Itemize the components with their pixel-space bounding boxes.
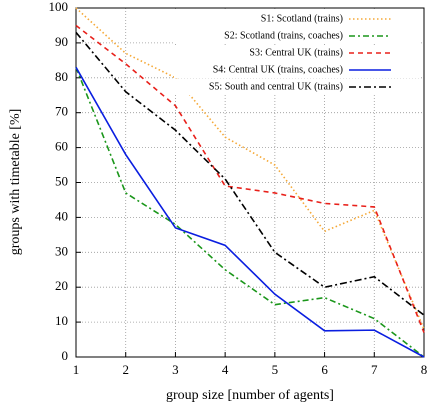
y-tick-label: 70: [55, 104, 68, 119]
legend-label: S4: Central UK (trains, coaches): [213, 64, 343, 75]
legend-label: S2: Scotland (trains, coaches): [224, 30, 343, 41]
y-tick-label: 0: [62, 348, 69, 363]
y-tick-label: 80: [55, 69, 68, 84]
y-tick-label: 10: [55, 313, 68, 328]
y-tick-label: 100: [49, 0, 69, 14]
y-tick-label: 20: [55, 278, 68, 293]
x-tick-label: 3: [172, 362, 179, 377]
series-line: [75, 67, 425, 358]
y-tick-label: 50: [55, 173, 68, 188]
legend-bg: [174, 28, 419, 44]
x-tick-label: 7: [371, 362, 378, 377]
y-tick-label: 30: [55, 243, 68, 258]
x-tick-label: 1: [73, 362, 80, 377]
x-axis-label: group size [number of agents]: [166, 388, 334, 403]
series-line: [75, 66, 425, 358]
y-tick-label: 60: [55, 139, 68, 154]
series-line: [75, 7, 425, 330]
legend-bg: [174, 45, 419, 61]
x-tick-label: 2: [122, 362, 129, 377]
legend-label: S1: Scotland (trains): [261, 13, 343, 24]
legend-label: S3: Central UK (trains): [249, 47, 343, 58]
x-tick-label: 8: [421, 362, 428, 377]
x-tick-label: 5: [272, 362, 279, 377]
legend-bg: [174, 11, 419, 27]
x-tick-label: 4: [222, 362, 229, 377]
plot-frame: [75, 7, 425, 358]
series-line: [75, 31, 425, 316]
series-line: [75, 24, 425, 333]
legend-bg: [174, 79, 419, 95]
legend-bg: [174, 62, 419, 78]
legend-label: S5: South and central UK (trains): [209, 81, 343, 92]
y-tick-label: 40: [55, 208, 68, 223]
x-tick-label: 6: [321, 362, 328, 377]
y-axis-label: groups with timetable [%]: [8, 109, 23, 256]
y-tick-label: 90: [55, 34, 68, 49]
